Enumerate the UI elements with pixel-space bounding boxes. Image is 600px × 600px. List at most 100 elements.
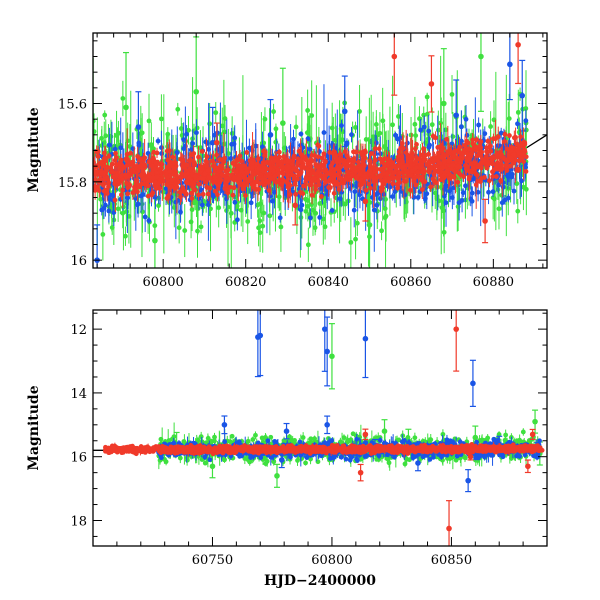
data-point [353, 149, 359, 155]
data-point [106, 142, 112, 148]
data-point [286, 164, 292, 170]
data-point [186, 127, 191, 133]
data-point [443, 200, 449, 206]
data-point [424, 94, 430, 100]
outlier-point [280, 120, 286, 126]
data-point [366, 171, 372, 177]
data-point [311, 175, 317, 181]
data-point [159, 116, 164, 122]
data-point [273, 126, 279, 132]
data-point [403, 150, 409, 155]
data-point [234, 203, 240, 209]
data-point [422, 196, 428, 201]
data-point [371, 207, 377, 213]
data-point [305, 242, 311, 248]
data-point [307, 146, 313, 152]
data-point [244, 169, 249, 175]
data-point [319, 194, 324, 199]
data-point [101, 181, 107, 187]
data-point [164, 174, 169, 180]
data-point [515, 121, 520, 127]
data-point [313, 186, 319, 192]
data-point [191, 151, 197, 156]
data-point [407, 187, 413, 193]
data-point [458, 124, 464, 130]
data-point [454, 155, 460, 161]
data-point [334, 181, 340, 187]
data-point [418, 127, 424, 133]
data-point [186, 175, 192, 181]
outlier-point [478, 53, 484, 60]
data-point [420, 170, 426, 175]
data-point [337, 196, 343, 202]
data-point [427, 160, 433, 166]
data-point [516, 150, 522, 156]
data-point [493, 136, 498, 142]
data-point [506, 116, 512, 122]
data-point [122, 172, 128, 178]
data-point [183, 191, 189, 197]
data-point [396, 114, 401, 119]
data-point [196, 192, 201, 198]
data-point [267, 213, 273, 219]
data-point [415, 194, 421, 200]
data-point [291, 136, 296, 142]
data-point [103, 133, 109, 139]
data-point [124, 151, 130, 157]
data-point [233, 169, 239, 175]
data-point [102, 150, 107, 156]
data-point [378, 185, 384, 191]
data-point [221, 159, 227, 165]
data-point [182, 228, 188, 233]
data-point [515, 166, 521, 172]
data-point [373, 140, 379, 146]
data-point [435, 127, 441, 133]
data-point [456, 200, 462, 206]
data-point [198, 224, 204, 230]
data-point [358, 177, 364, 183]
data-point [134, 177, 139, 183]
data-point [118, 145, 124, 151]
data-point [196, 154, 201, 160]
data-point [511, 135, 517, 141]
data-point [449, 92, 455, 97]
data-point [417, 156, 422, 162]
data-point [189, 190, 194, 196]
data-point [494, 163, 499, 169]
data-point [215, 183, 221, 188]
data-point [170, 154, 176, 160]
data-point [112, 146, 118, 152]
data-point [488, 124, 494, 129]
data-point [172, 160, 177, 165]
data-point [192, 162, 197, 168]
data-point [285, 181, 291, 187]
data-point [523, 169, 529, 174]
data-point [353, 236, 358, 242]
data-point [200, 191, 206, 197]
data-point [369, 151, 374, 156]
data-point [194, 130, 199, 136]
data-point [123, 233, 128, 239]
data-point [267, 193, 273, 199]
data-point [260, 223, 266, 229]
data-point [207, 175, 213, 180]
outlier-point [135, 124, 142, 130]
data-point [449, 195, 455, 200]
data-point [231, 141, 237, 147]
data-point [478, 139, 484, 144]
data-point [339, 123, 344, 129]
data-point [181, 146, 187, 152]
data-point [361, 173, 367, 179]
data-point [357, 192, 363, 198]
data-point [515, 109, 521, 115]
data-point [305, 108, 311, 113]
red-series [93, 33, 529, 244]
data-point [156, 180, 162, 186]
data-point [412, 146, 418, 152]
data-point [138, 156, 144, 162]
data-point [204, 140, 210, 146]
data-point [215, 192, 220, 198]
data-point [268, 166, 273, 171]
data-point [295, 156, 301, 162]
data-point [312, 225, 318, 231]
